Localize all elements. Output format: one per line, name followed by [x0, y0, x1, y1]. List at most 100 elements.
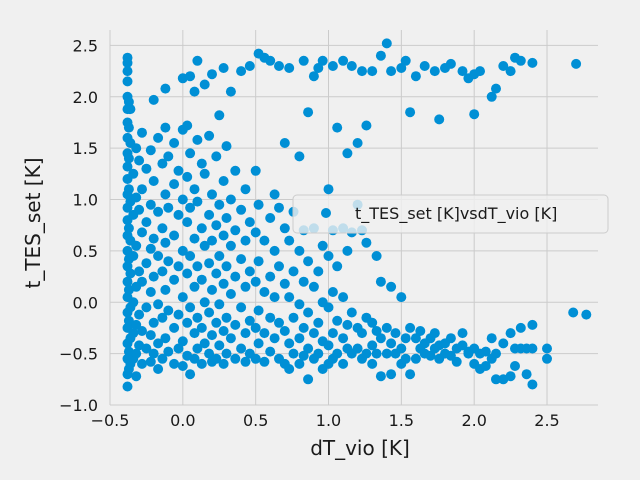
- data-point: [298, 322, 309, 333]
- data-point: [338, 292, 349, 303]
- data-point: [415, 326, 426, 336]
- y-tick-label: 1.0: [73, 191, 98, 210]
- data-point: [185, 71, 196, 82]
- data-point: [279, 223, 290, 234]
- data-point: [225, 86, 236, 97]
- data-point: [182, 317, 193, 328]
- data-point: [196, 322, 207, 333]
- data-point: [196, 158, 207, 169]
- data-point: [189, 353, 200, 364]
- data-point: [419, 61, 430, 71]
- data-point: [486, 333, 497, 344]
- data-point: [131, 371, 142, 382]
- data-point: [192, 343, 203, 354]
- data-point: [405, 369, 416, 380]
- data-point: [137, 276, 147, 287]
- data-point: [250, 227, 261, 238]
- data-point: [457, 66, 468, 77]
- data-point: [265, 312, 276, 323]
- data-point: [192, 55, 203, 66]
- y-tick-label: −0.5: [59, 345, 98, 364]
- data-point: [288, 266, 299, 277]
- data-point: [177, 292, 188, 303]
- data-point: [137, 184, 147, 195]
- data-point: [396, 343, 407, 354]
- data-point: [221, 312, 232, 323]
- data-point: [214, 110, 225, 121]
- data-point: [346, 61, 357, 71]
- data-point: [128, 168, 139, 179]
- data-point: [182, 120, 193, 131]
- data-point: [371, 326, 382, 336]
- data-point: [192, 312, 203, 323]
- data-point: [218, 358, 229, 369]
- data-point: [131, 348, 142, 359]
- data-point: [510, 361, 520, 371]
- data-point: [491, 374, 501, 385]
- data-point: [253, 199, 264, 210]
- data-point: [163, 202, 174, 213]
- data-point: [396, 292, 407, 303]
- data-point: [182, 268, 193, 279]
- data-point: [265, 271, 276, 282]
- data-point: [303, 343, 314, 354]
- data-point: [298, 276, 309, 287]
- data-point: [122, 161, 133, 172]
- data-point: [123, 315, 134, 326]
- y-tick-label: −1.0: [59, 396, 98, 415]
- data-point: [157, 158, 168, 169]
- data-point: [317, 55, 328, 66]
- data-point: [177, 194, 188, 205]
- data-point: [250, 322, 261, 333]
- data-point: [141, 302, 152, 313]
- data-point: [240, 356, 251, 367]
- data-point: [125, 104, 136, 115]
- data-point: [122, 381, 133, 392]
- data-point: [527, 57, 538, 68]
- data-point: [429, 66, 440, 77]
- data-point: [390, 328, 401, 339]
- data-point: [284, 292, 295, 303]
- data-point: [527, 343, 538, 354]
- data-point: [199, 79, 210, 90]
- data-point: [274, 317, 284, 328]
- data-point: [425, 350, 436, 361]
- data-point: [542, 343, 552, 354]
- data-point: [361, 237, 372, 248]
- data-point: [294, 245, 305, 256]
- data-point: [279, 326, 290, 336]
- data-point: [177, 245, 188, 256]
- data-point: [122, 76, 133, 87]
- data-point: [451, 356, 462, 367]
- legend: t_TES_set [K]vsdT_vio [K]: [292, 194, 609, 234]
- data-point: [207, 330, 217, 341]
- data-point: [225, 289, 236, 299]
- data-point: [173, 309, 184, 320]
- data-point: [244, 266, 255, 277]
- data-point: [123, 223, 134, 234]
- data-point: [386, 338, 397, 349]
- data-point: [323, 184, 334, 195]
- data-point: [375, 276, 386, 287]
- data-point: [169, 138, 180, 148]
- data-point: [214, 199, 225, 210]
- data-point: [521, 369, 532, 380]
- data-point: [253, 256, 264, 267]
- data-point: [236, 204, 247, 215]
- data-point: [581, 309, 592, 320]
- data-point: [141, 163, 152, 174]
- data-point: [173, 343, 184, 354]
- data-point: [204, 307, 215, 318]
- data-point: [169, 322, 180, 333]
- data-point: [236, 254, 247, 265]
- data-point: [196, 358, 207, 369]
- data-point: [381, 348, 392, 359]
- data-point: [400, 353, 411, 364]
- data-point: [410, 353, 421, 364]
- data-point: [480, 361, 491, 371]
- data-point: [346, 307, 357, 318]
- data-point: [189, 86, 200, 97]
- data-point: [185, 251, 196, 261]
- data-point: [288, 348, 299, 359]
- data-point: [225, 194, 236, 205]
